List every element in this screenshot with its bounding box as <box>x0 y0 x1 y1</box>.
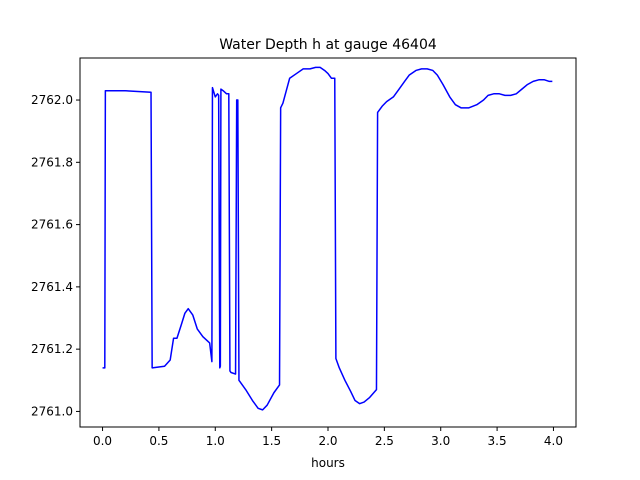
y-tick-label: 2761.8 <box>31 155 73 169</box>
x-axis: 0.0 0.5 1.0 1.5 2.0 2.5 3.0 3.5 4.0 <box>93 427 563 448</box>
x-tick-label: 1.0 <box>206 434 225 448</box>
series-line-0 <box>102 66 553 411</box>
y-axis: 2761.0 2761.2 2761.4 2761.6 2761.8 2762.0 <box>31 93 80 418</box>
series-layer <box>102 66 553 411</box>
y-tick-label: 2761.0 <box>31 404 73 418</box>
y-tick-label: 2761.2 <box>31 342 73 356</box>
x-tick-label: 0.5 <box>149 434 168 448</box>
chart-title: Water Depth h at gauge 46404 <box>219 37 437 53</box>
x-tick-label: 2.5 <box>375 434 394 448</box>
x-tick-label: 0.0 <box>93 434 112 448</box>
x-tick-label: 1.5 <box>262 434 281 448</box>
y-tick-label: 2761.6 <box>31 218 73 232</box>
x-axis-label: hours <box>311 456 345 470</box>
plot-area <box>79 57 577 428</box>
x-tick-label: 3.0 <box>431 434 450 448</box>
x-tick-label: 4.0 <box>544 434 563 448</box>
y-tick-label: 2762.0 <box>31 93 73 107</box>
y-tick-label: 2761.4 <box>31 280 73 294</box>
x-tick-label: 3.5 <box>488 434 507 448</box>
x-tick-label: 2.0 <box>318 434 337 448</box>
